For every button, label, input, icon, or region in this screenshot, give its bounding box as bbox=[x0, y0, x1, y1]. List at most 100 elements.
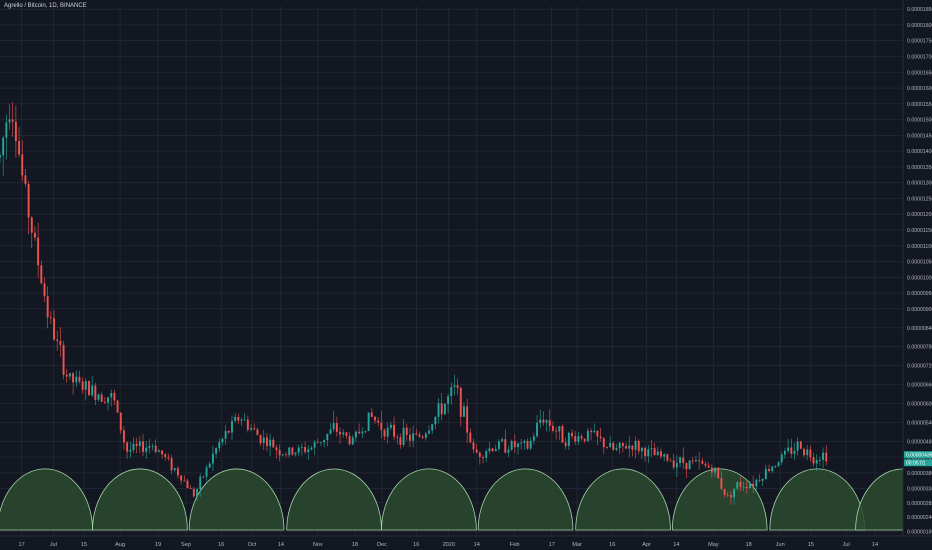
candle-body bbox=[300, 447, 303, 448]
candle-body bbox=[49, 317, 52, 319]
time-axis[interactable] bbox=[0, 536, 903, 550]
candle-body bbox=[78, 376, 81, 382]
time-tick-label: 14 bbox=[673, 542, 679, 548]
cycle-arc bbox=[0, 468, 93, 531]
candle-body bbox=[345, 432, 348, 436]
candle-body bbox=[631, 445, 634, 450]
time-tick-label: 17 bbox=[19, 542, 25, 548]
candle-body bbox=[822, 452, 825, 460]
candle-body bbox=[663, 454, 666, 457]
candle-body bbox=[574, 436, 577, 442]
candle-body bbox=[787, 447, 790, 452]
time-tick-label: 17 bbox=[549, 542, 555, 548]
candle-body bbox=[402, 427, 405, 445]
price-axis[interactable] bbox=[903, 0, 932, 536]
candle-body bbox=[148, 446, 151, 448]
candle-body bbox=[707, 465, 710, 468]
price-tick-label: 0.00000950 bbox=[907, 291, 932, 297]
time-tick-label: 18 bbox=[745, 542, 751, 548]
candle-body bbox=[698, 460, 701, 462]
candle-body bbox=[628, 445, 631, 449]
candle-body bbox=[199, 476, 202, 490]
candle-body bbox=[555, 430, 558, 432]
candle-body bbox=[567, 432, 570, 447]
candle-body bbox=[469, 432, 472, 443]
candle-body bbox=[272, 439, 275, 448]
candle-body bbox=[119, 412, 122, 431]
candle-body bbox=[450, 386, 453, 397]
candle-body bbox=[590, 430, 593, 433]
candle-body bbox=[653, 448, 656, 456]
candle-body bbox=[281, 454, 284, 456]
candle-body bbox=[542, 419, 545, 423]
time-tick-label: 2020 bbox=[443, 542, 455, 548]
candle-body bbox=[453, 385, 456, 387]
candle-body bbox=[723, 488, 726, 495]
candle-body bbox=[167, 456, 170, 459]
candle-body bbox=[110, 392, 113, 398]
candle-body bbox=[526, 441, 529, 449]
candle-body bbox=[364, 430, 367, 432]
price-tick-label: 0.00001650 bbox=[907, 70, 932, 76]
candle-body bbox=[777, 462, 780, 467]
candle-body bbox=[278, 450, 281, 456]
price-tick-label: 0.00001600 bbox=[907, 86, 932, 92]
candle-body bbox=[586, 430, 589, 442]
candle-body bbox=[62, 344, 65, 375]
candle-body bbox=[561, 426, 564, 443]
price-tick-label: 0.00000380 bbox=[907, 471, 932, 477]
price-tick-label: 0.00000285 bbox=[907, 501, 932, 507]
candle-body bbox=[370, 412, 373, 417]
candle-body bbox=[488, 448, 491, 452]
time-tick-label: 14 bbox=[278, 542, 284, 548]
candle-body bbox=[501, 439, 504, 442]
candle-body bbox=[161, 450, 164, 455]
time-tick-label: Sep bbox=[181, 542, 191, 548]
candle-body bbox=[720, 478, 723, 489]
candle-body bbox=[75, 376, 78, 383]
candle-body bbox=[43, 283, 46, 297]
candle-body bbox=[170, 458, 173, 471]
candle-body bbox=[545, 420, 548, 423]
candle-body bbox=[265, 437, 268, 446]
candle-body bbox=[103, 401, 106, 403]
candle-body bbox=[408, 434, 411, 441]
candle-body bbox=[177, 468, 179, 476]
candle-body bbox=[5, 122, 8, 138]
candle-body bbox=[647, 449, 650, 457]
candle-body bbox=[285, 454, 287, 456]
candle-body bbox=[771, 466, 774, 472]
candle-body bbox=[221, 438, 224, 443]
price-tick-label: 0.00000900 bbox=[907, 307, 932, 313]
candle-body bbox=[208, 463, 211, 468]
candle-body bbox=[412, 433, 415, 441]
candle-body bbox=[320, 442, 322, 444]
price-tick-label: 0.00000780 bbox=[907, 345, 932, 351]
candle-body bbox=[11, 119, 14, 122]
candle-body bbox=[742, 486, 745, 488]
candle-body bbox=[14, 121, 17, 142]
candle-body bbox=[459, 387, 462, 417]
candle-body bbox=[666, 454, 669, 461]
candle-body bbox=[27, 183, 30, 218]
candle-body bbox=[625, 446, 627, 449]
candle-body bbox=[443, 403, 446, 415]
candle-body bbox=[72, 373, 75, 383]
candle-body bbox=[262, 437, 265, 444]
candle-body bbox=[205, 467, 208, 477]
candle-body bbox=[682, 457, 685, 463]
candle-body bbox=[564, 442, 567, 447]
candle-body bbox=[275, 447, 278, 451]
price-tick-label: 0.00001400 bbox=[907, 149, 932, 155]
candle-body bbox=[8, 119, 11, 123]
candle-body bbox=[618, 442, 621, 449]
candle-body bbox=[504, 439, 507, 453]
candle-body bbox=[218, 442, 221, 449]
candle-body bbox=[18, 141, 21, 155]
candle-body bbox=[100, 394, 103, 402]
candle-body bbox=[761, 479, 764, 481]
candle-body bbox=[30, 217, 33, 233]
candle-body bbox=[640, 447, 643, 452]
candle-body bbox=[56, 339, 59, 341]
